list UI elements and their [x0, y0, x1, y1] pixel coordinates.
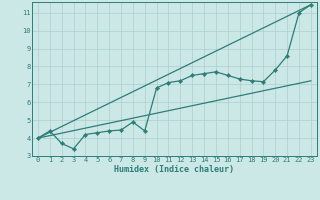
- X-axis label: Humidex (Indice chaleur): Humidex (Indice chaleur): [115, 165, 234, 174]
